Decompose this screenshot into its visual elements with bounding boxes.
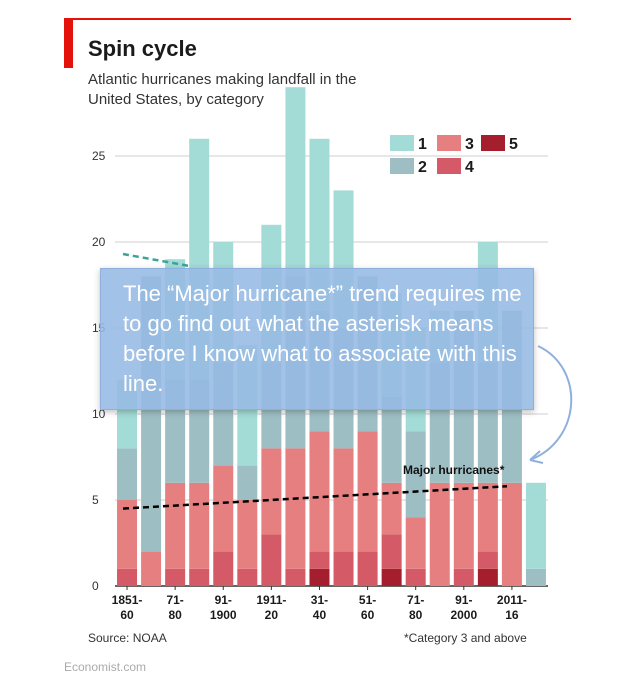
chart-title: Spin cycle — [88, 36, 197, 61]
y-tick-label: 5 — [92, 493, 99, 507]
trend-label: Major hurricanes* — [403, 463, 505, 477]
x-tick-label: 91- — [455, 593, 472, 607]
chart-subtitle: Atlantic hurricanes making landfall in t… — [88, 71, 357, 108]
y-tick-label: 20 — [92, 235, 106, 249]
legend-swatch-cat1 — [390, 135, 414, 151]
x-tick-label: 16 — [505, 608, 519, 622]
brand-tab — [64, 18, 73, 68]
x-tick-label: 1851- — [112, 593, 143, 607]
bar-segment-cat1 — [285, 87, 306, 277]
bar-segment-cat4 — [261, 534, 282, 586]
x-tick-label: 31- — [311, 593, 328, 607]
x-tick-label: 71- — [166, 593, 183, 607]
legend-label: 1 — [418, 136, 427, 153]
legend-swatch-cat3 — [437, 135, 461, 151]
bar-segment-cat2 — [117, 448, 138, 500]
y-tick-label: 0 — [92, 579, 99, 593]
x-tick-label: 51- — [359, 593, 376, 607]
bar-segment-cat2 — [525, 568, 546, 586]
x-tick-label: 80 — [168, 608, 182, 622]
bar-segment-cat4 — [477, 551, 498, 569]
bar-segment-cat3 — [213, 465, 234, 552]
x-tick-label: 20 — [265, 608, 279, 622]
y-tick-label: 10 — [92, 407, 106, 421]
legend-swatch-cat5 — [481, 135, 505, 151]
bar-segment-cat4 — [405, 568, 426, 586]
bar-segment-cat4 — [309, 551, 330, 569]
bar-segment-cat4 — [453, 568, 474, 586]
legend-label: 5 — [509, 136, 518, 153]
legend-label: 3 — [465, 136, 474, 153]
x-tick-label: 1900 — [210, 608, 237, 622]
bar-segment-cat2 — [237, 465, 258, 500]
bar-segment-cat4 — [213, 551, 234, 586]
brand-credit: Economist.com — [64, 660, 147, 674]
bar-segment-cat3 — [405, 517, 426, 569]
bar-segment-cat5 — [477, 568, 498, 586]
bar-segment-cat5 — [309, 568, 330, 586]
bar-segment-cat3 — [237, 500, 258, 569]
bar-segment-cat4 — [117, 568, 138, 586]
bar-segment-cat3 — [477, 482, 498, 552]
annotation-text: The “Major hurricane*” trend requires me… — [123, 281, 522, 396]
bar-segment-cat2 — [405, 431, 426, 518]
bar-segment-cat4 — [189, 568, 210, 586]
bar-segment-cat3 — [309, 431, 330, 552]
bar-segment-cat3 — [333, 448, 354, 552]
x-tick-label: 60 — [361, 608, 375, 622]
bar-segment-cat3 — [381, 482, 402, 535]
legend-swatch-cat2 — [390, 158, 414, 174]
top-rule — [64, 18, 571, 20]
bar-segment-cat4 — [165, 568, 186, 586]
bar-segment-cat3 — [285, 448, 306, 569]
footnote: *Category 3 and above — [404, 631, 527, 645]
legend-swatch-cat4 — [437, 158, 461, 174]
all-hurricanes-trend-line — [122, 252, 191, 268]
x-tick-label: 1911- — [256, 593, 286, 607]
bar-segment-cat2 — [381, 396, 402, 483]
y-tick-label: 25 — [92, 149, 106, 163]
bar-segment-cat3 — [501, 482, 522, 586]
bar-segment-cat5 — [381, 568, 402, 586]
bar-segment-cat3 — [357, 431, 378, 552]
major-hurricanes-trend-line — [122, 484, 508, 510]
bar-segment-cat3 — [189, 482, 210, 569]
x-tick-label: 40 — [313, 608, 327, 622]
x-tick-label: 71- — [407, 593, 424, 607]
bar-segment-cat4 — [285, 568, 306, 586]
bar-segment-cat4 — [237, 568, 258, 586]
bar-segment-cat4 — [357, 551, 378, 586]
x-tick-label: 80 — [409, 608, 423, 622]
bar-segment-cat1 — [309, 138, 330, 311]
bar-segment-cat4 — [333, 551, 354, 586]
bar-segment-cat4 — [381, 534, 402, 569]
legend-label: 4 — [465, 159, 474, 176]
bar-segment-cat3 — [429, 482, 450, 586]
x-tick-label: 91- — [215, 593, 232, 607]
x-tick-label: 2011- — [497, 593, 527, 607]
bar-segment-cat3 — [141, 551, 162, 586]
annotation-callout: The “Major hurricane*” trend requires me… — [100, 268, 534, 410]
x-tick-label: 2000 — [450, 608, 477, 622]
bar-segment-cat3 — [117, 500, 138, 569]
legend-label: 2 — [418, 159, 427, 176]
source-note: Source: NOAA — [88, 631, 167, 645]
bar-segment-cat3 — [165, 482, 186, 569]
x-tick-label: 60 — [120, 608, 134, 622]
bar-segment-cat3 — [261, 448, 282, 535]
bar-segment-cat1 — [525, 482, 546, 569]
bar-segment-cat3 — [453, 482, 474, 569]
